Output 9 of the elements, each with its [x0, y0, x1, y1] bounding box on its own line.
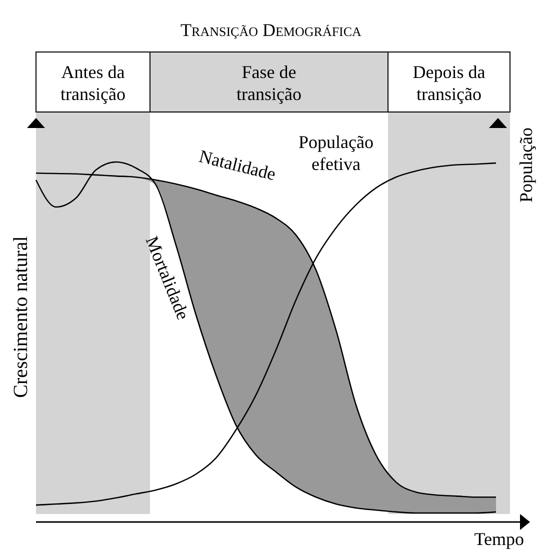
x-axis-title: Tempo	[474, 529, 524, 549]
series-label: População efetiva	[298, 132, 374, 174]
chart-title: Transição Demográfica	[180, 20, 362, 40]
text: Fase de transição	[236, 62, 302, 104]
text: Natalidade	[197, 146, 278, 184]
text: Antes da transição	[60, 62, 126, 104]
y2-axis-title: População	[516, 128, 536, 202]
text: Depois da transição	[412, 62, 486, 104]
y-axis-title: Crescimento natural	[10, 236, 32, 398]
